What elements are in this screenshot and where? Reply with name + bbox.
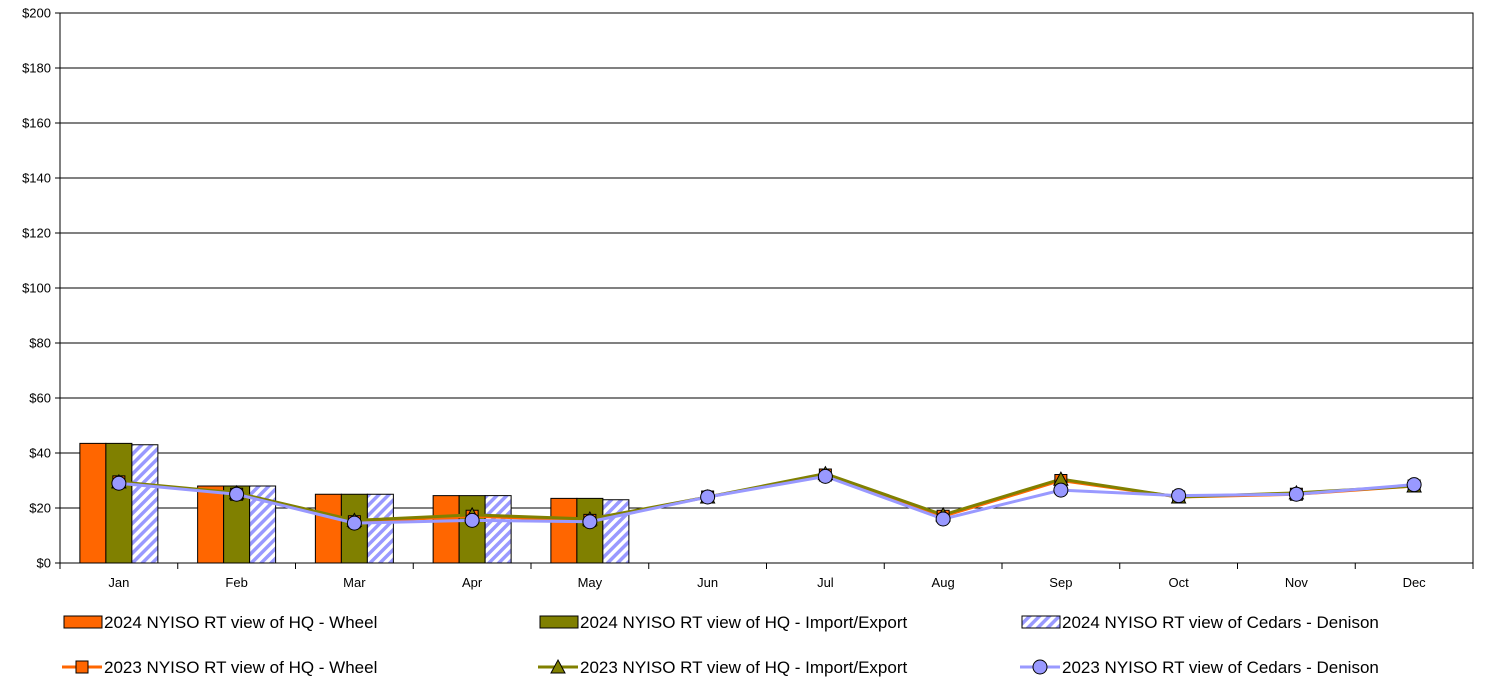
bar xyxy=(550,497,578,564)
bar xyxy=(432,495,460,564)
line-series-group xyxy=(111,465,1422,531)
data-point xyxy=(1406,477,1422,493)
bar xyxy=(484,495,512,564)
legend-swatch xyxy=(1021,615,1061,629)
gridlines xyxy=(59,12,1474,564)
x-tick-label: Jan xyxy=(108,575,129,590)
bar xyxy=(314,493,342,564)
bar xyxy=(131,444,159,564)
legend-label: 2023 NYISO RT view of Cedars - Denison xyxy=(1062,658,1379,677)
legend-label: 2024 NYISO RT view of HQ - Wheel xyxy=(104,613,377,632)
bar xyxy=(79,442,107,564)
x-tick-label: Mar xyxy=(343,575,366,590)
legend: 2024 NYISO RT view of HQ - Wheel 2024 NYI… xyxy=(62,613,1379,677)
y-tick-label: $60 xyxy=(29,391,51,406)
x-tick-label: Dec xyxy=(1403,575,1427,590)
legend-label: 2024 NYISO RT view of Cedars - Denison xyxy=(1062,613,1379,632)
bar xyxy=(576,497,604,564)
axes: $0 $20 $40 $60 $80 $100 $120 $140 $160 $180 $200 Ja… xyxy=(22,6,1474,590)
y-tick-label: $120 xyxy=(22,226,51,241)
legend-marker xyxy=(75,660,89,674)
data-point xyxy=(111,475,127,491)
x-tick-label: May xyxy=(578,575,603,590)
data-point xyxy=(1171,488,1187,504)
x-tick-label: Feb xyxy=(225,575,247,590)
legend-label: 2024 NYISO RT view of HQ - Import/Export xyxy=(580,613,907,632)
bar xyxy=(197,485,225,564)
x-tick-label: Apr xyxy=(462,575,483,590)
x-tick-label: Aug xyxy=(932,575,955,590)
x-tick-label: Nov xyxy=(1285,575,1309,590)
legend-swatch xyxy=(63,615,103,629)
legend-label: 2023 NYISO RT view of HQ - Import/Export xyxy=(580,658,907,677)
data-point xyxy=(582,514,598,530)
data-point xyxy=(817,468,833,484)
legend-marker xyxy=(1032,659,1048,675)
bar xyxy=(105,442,133,564)
data-point xyxy=(346,515,362,531)
x-tick-label: Oct xyxy=(1169,575,1190,590)
y-tick-label: $160 xyxy=(22,116,51,131)
y-tick-label: $80 xyxy=(29,336,51,351)
data-point xyxy=(700,489,716,505)
y-tick-label: $180 xyxy=(22,61,51,76)
y-tick-label: $200 xyxy=(22,6,51,21)
data-point xyxy=(935,511,951,527)
y-tick-label: $20 xyxy=(29,501,51,516)
bar-series-group xyxy=(79,442,630,564)
data-point xyxy=(1288,486,1304,502)
legend-marker xyxy=(550,658,566,674)
legend-label: 2023 NYISO RT view of HQ - Wheel xyxy=(104,658,377,677)
data-point xyxy=(464,512,480,528)
x-tick-label: Jun xyxy=(697,575,718,590)
bar xyxy=(602,499,630,564)
y-tick-label: $40 xyxy=(29,446,51,461)
x-tick-label: Jul xyxy=(817,575,834,590)
data-point xyxy=(229,486,245,502)
y-tick-label: $100 xyxy=(22,281,51,296)
data-point xyxy=(1053,482,1069,498)
x-tick-label: Sep xyxy=(1049,575,1072,590)
series-line xyxy=(118,474,1415,525)
bar xyxy=(366,493,394,564)
legend-swatch xyxy=(539,615,579,629)
y-tick-label: $0 xyxy=(37,556,51,571)
y-tick-label: $140 xyxy=(22,171,51,186)
bar xyxy=(458,495,486,564)
